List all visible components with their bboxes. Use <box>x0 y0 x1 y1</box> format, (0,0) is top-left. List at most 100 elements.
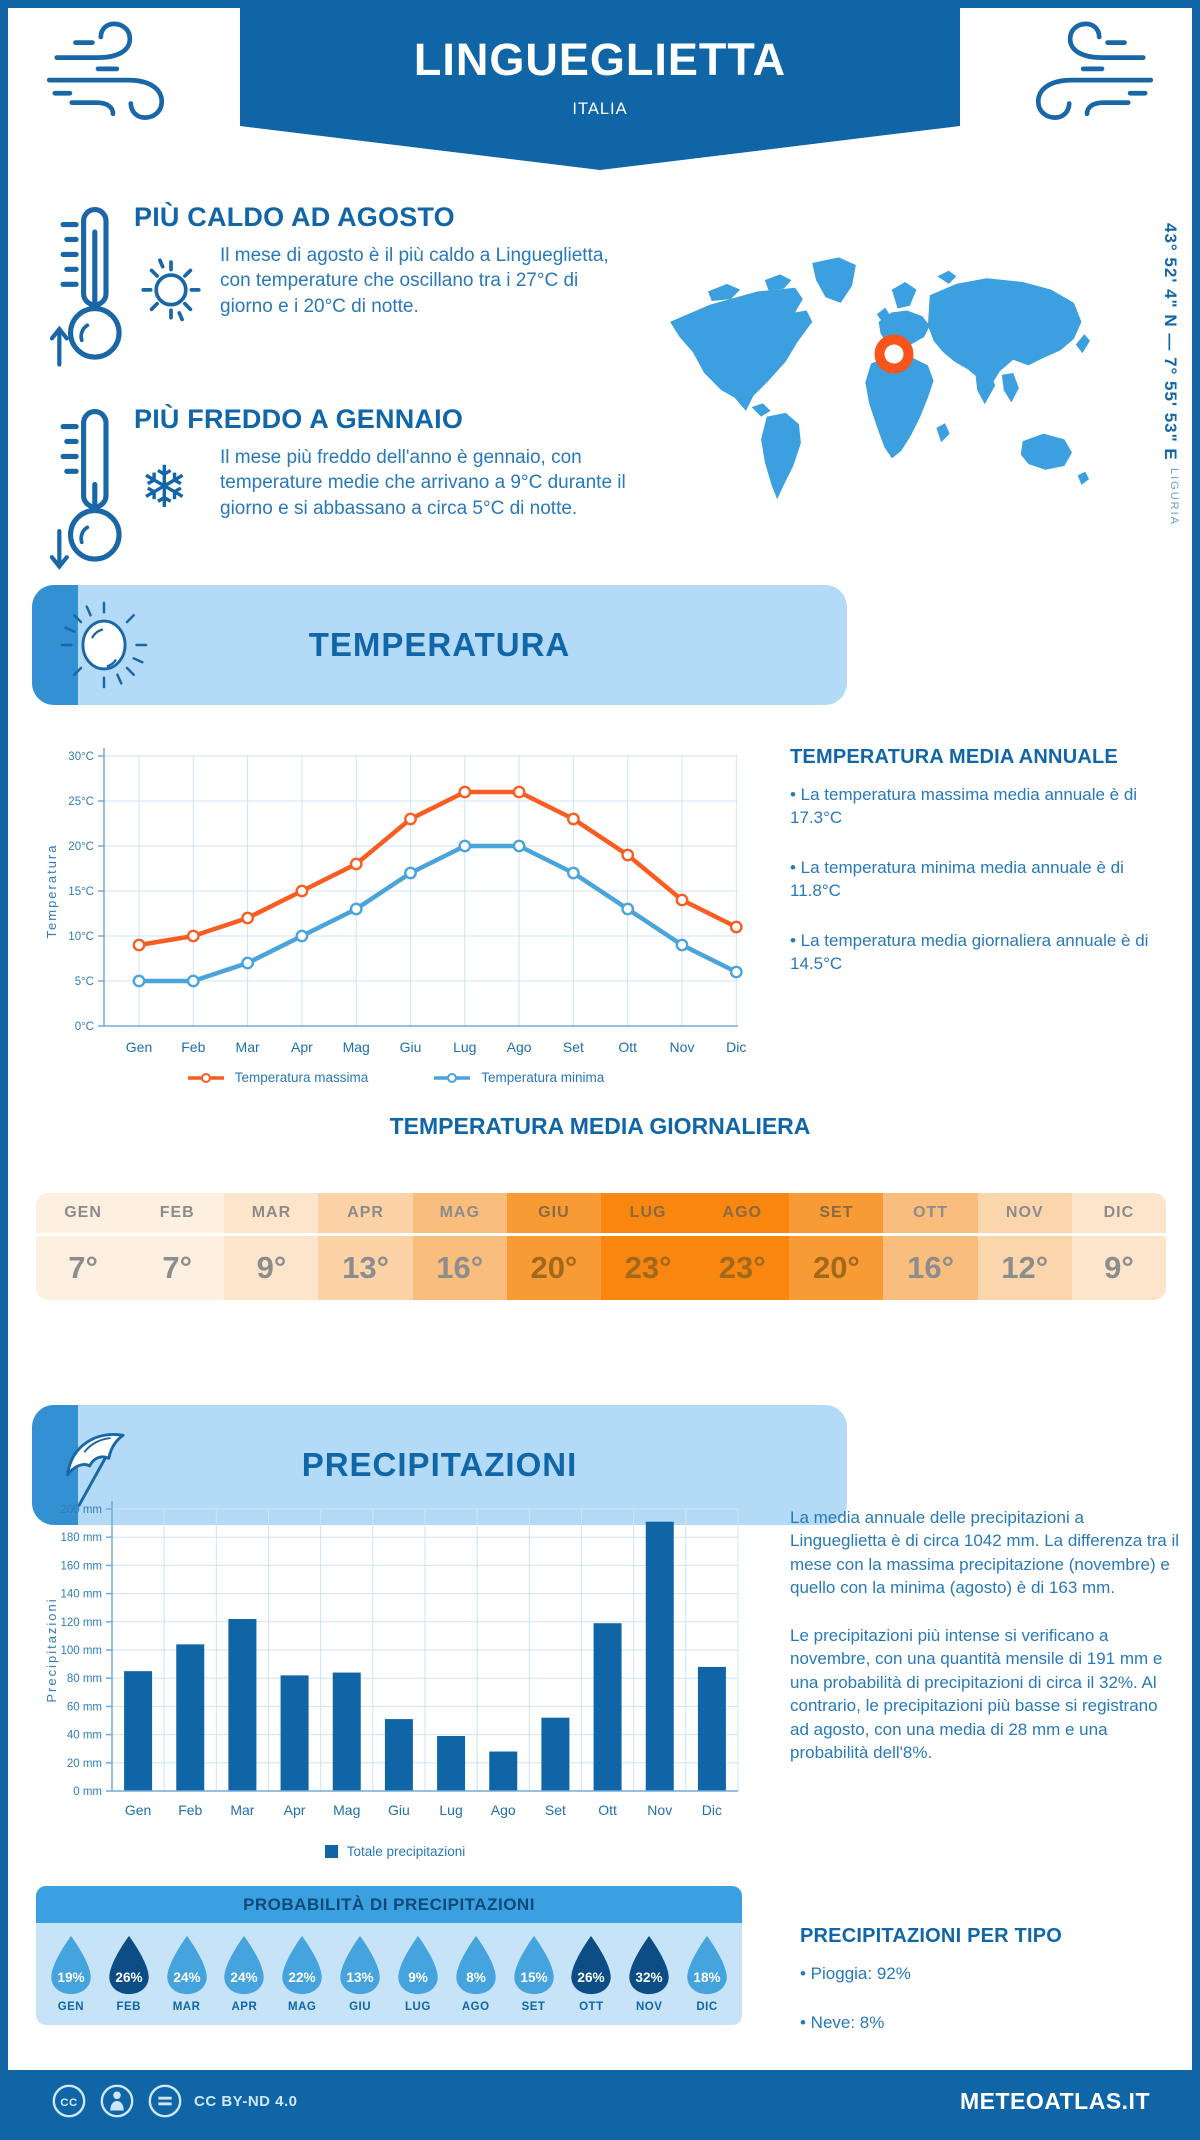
site-name: METEOATLAS.IT <box>959 2087 1150 2114</box>
svg-text:Mag: Mag <box>343 1039 370 1055</box>
svg-text:5°C: 5°C <box>75 976 94 988</box>
page-title: LINGUEGLIETTA <box>413 34 787 85</box>
svg-text:80 mm: 80 mm <box>67 1673 102 1685</box>
license-label: CC BY-ND 4.0 <box>194 2092 298 2110</box>
svg-text:Set: Set <box>563 1039 584 1055</box>
temp-table-month: MAR <box>224 1193 319 1233</box>
data-point <box>458 839 472 853</box>
card-body: Il mese più freddo dell'anno è gennaio, … <box>220 447 626 519</box>
svg-text:180 mm: 180 mm <box>60 1532 102 1544</box>
temp-table-value: 16° <box>412 1236 507 1300</box>
region-label: LIGURIA <box>1168 467 1180 526</box>
droplet-icon: 24% <box>224 1935 265 1995</box>
svg-text:Ott: Ott <box>598 1802 617 1818</box>
text-line: • Neve: 8% <box>800 2013 885 2033</box>
probability-cell: 13% GIU <box>334 1935 386 2013</box>
data-point <box>295 884 309 898</box>
droplet-icon: 26% <box>109 1935 149 1995</box>
probability-month: SET <box>521 2001 546 2013</box>
location-marker <box>874 334 914 374</box>
svg-text:10°C: 10°C <box>68 931 94 943</box>
svg-text:20°C: 20°C <box>68 841 94 853</box>
legend-item: Temperatura massima <box>186 1070 368 1085</box>
svg-text:60 mm: 60 mm <box>67 1701 102 1713</box>
temp-table-column: NOV 12° <box>977 1193 1072 1300</box>
temp-table-month: MAG <box>412 1193 507 1233</box>
probability-month: OTT <box>579 2001 604 2013</box>
temp-table-column: FEB 7° <box>130 1193 225 1300</box>
data-point <box>241 911 255 925</box>
temp-table-value: 9° <box>1071 1236 1166 1300</box>
svg-text:24%: 24% <box>231 1970 258 1985</box>
coldest-month-card: PIÙ FREDDO A GENNAIO ❄ Il mese più fredd… <box>50 400 650 580</box>
svg-text:Giu: Giu <box>388 1802 410 1818</box>
svg-text:8%: 8% <box>466 1970 486 1985</box>
data-point <box>675 893 689 907</box>
data-point <box>729 965 743 979</box>
series-line <box>136 789 739 948</box>
svg-text:Mar: Mar <box>230 1802 254 1818</box>
card-body: Il mese di agosto è il più caldo a Lingu… <box>220 245 609 317</box>
svg-text:Ago: Ago <box>507 1039 532 1055</box>
svg-text:Feb: Feb <box>181 1039 205 1055</box>
probability-cell: 19% GEN <box>45 1935 97 2013</box>
temp-table-month: FEB <box>130 1193 225 1233</box>
text-line: Le precipitazioni più intense si verific… <box>790 1625 1163 1763</box>
bar <box>280 1675 309 1791</box>
snowflake-icon: ❄ <box>140 455 189 520</box>
temp-table-value: 12° <box>977 1236 1072 1300</box>
page-subtitle: ITALIA <box>572 100 628 118</box>
temp-table-column: APR 13° <box>318 1193 413 1300</box>
svg-text:Temperatura: Temperatura <box>44 844 59 939</box>
svg-text:CC: CC <box>60 2097 77 2109</box>
world-map-graphic <box>670 257 1090 500</box>
probability-month: DIC <box>696 2001 718 2013</box>
svg-text:13%: 13% <box>346 1970 373 1985</box>
bar <box>384 1719 413 1791</box>
temp-table-month: APR <box>318 1193 413 1233</box>
data-point <box>241 956 255 970</box>
temp-table-column: SET 20° <box>789 1193 884 1300</box>
droplet-icon: 8% <box>456 1935 496 1995</box>
coordinates-block: 43° 52' 4" N — 7° 55' 53" E LIGURIA <box>1160 223 1180 553</box>
svg-text:40 mm: 40 mm <box>67 1730 102 1742</box>
data-point <box>512 839 526 853</box>
svg-text:Nov: Nov <box>670 1039 695 1055</box>
data-point <box>349 902 363 916</box>
svg-text:Precipitazioni: Precipitazioni <box>44 1597 59 1702</box>
bar <box>593 1623 622 1791</box>
svg-text:0 mm: 0 mm <box>73 1786 102 1798</box>
svg-text:100 mm: 100 mm <box>60 1645 102 1657</box>
probability-cell: 8% AGO <box>450 1935 502 2013</box>
data-point <box>512 785 526 799</box>
svg-text:19%: 19% <box>57 1970 84 1985</box>
per-type-heading: PRECIPITAZIONI PER TIPO <box>800 1925 1063 1947</box>
section-title-temperature: TEMPERATURA <box>308 626 571 663</box>
droplet-icon: 32% <box>629 1935 669 1995</box>
svg-text:0°C: 0°C <box>75 1021 94 1033</box>
droplet-icon: 15% <box>513 1935 554 1995</box>
droplet-icon: 13% <box>340 1935 380 1995</box>
svg-text:Mar: Mar <box>236 1039 260 1055</box>
coordinates-text: 43° 52' 4" N — 7° 55' 53" E <box>1161 223 1180 461</box>
droplet-icon: 22% <box>282 1935 322 1995</box>
temp-table-column: AGO 23° <box>695 1193 790 1300</box>
temp-table-month: NOV <box>977 1193 1072 1233</box>
droplet-icon: 19% <box>51 1935 91 1995</box>
license-block: CC CC BY-ND 4.0 <box>50 2082 298 2120</box>
temp-table-column: MAR 9° <box>224 1193 319 1300</box>
data-point <box>132 938 146 952</box>
wind-icon <box>46 21 165 120</box>
precipitation-probability-box: PROBABILITÀ DI PRECIPITAZIONI 19% GEN 26% F… <box>36 1886 742 2025</box>
svg-text:Apr: Apr <box>284 1802 306 1818</box>
temperature-section-banner: TEMPERATURA <box>32 585 847 705</box>
card-title: PIÙ CALDO AD AGOSTO <box>134 202 455 232</box>
bar <box>541 1717 570 1791</box>
svg-text:30°C: 30°C <box>68 751 94 763</box>
text-line: • La temperatura minima media annuale è … <box>790 857 1124 901</box>
svg-text:Gen: Gen <box>125 1802 151 1818</box>
annual-temperature-heading: TEMPERATURA MEDIA ANNUALE <box>790 746 1118 768</box>
temp-table-column: MAG 16° <box>412 1193 507 1300</box>
probability-cell: 24% MAR <box>161 1935 213 2013</box>
